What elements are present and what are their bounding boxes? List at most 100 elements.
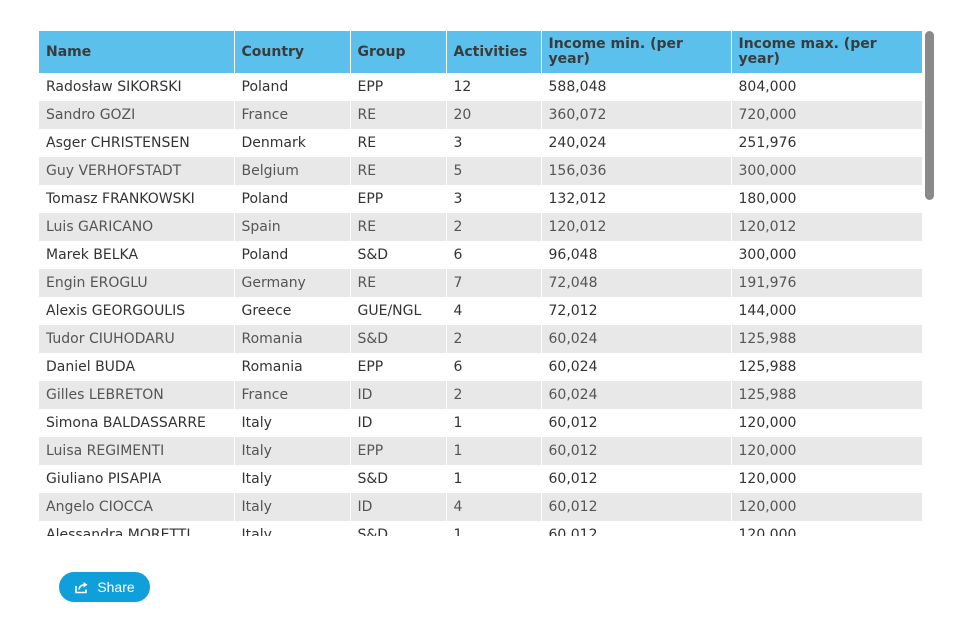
table-cell: GUE/NGL — [350, 297, 447, 325]
table-cell: 60,012 — [541, 493, 732, 521]
table-cell: RE — [350, 101, 447, 129]
table-cell: 60,012 — [541, 409, 732, 437]
table-cell: 6 — [446, 353, 542, 381]
table-header-row: Name Country Group Activities Income min… — [39, 31, 922, 73]
table-cell: 180,000 — [731, 185, 922, 213]
table-cell: Greece — [234, 297, 351, 325]
table-cell: 60,024 — [541, 325, 732, 353]
table-cell: 6 — [446, 241, 542, 269]
table-cell: 120,000 — [731, 409, 922, 437]
table-cell: S&D — [350, 241, 447, 269]
table-row: Asger CHRISTENSEN Denmark RE 3 240,024 251,97… — [39, 129, 922, 157]
column-header[interactable]: Country — [234, 31, 351, 73]
table-cell: 2 — [446, 213, 542, 241]
table-cell: 60,012 — [541, 437, 732, 465]
table-cell: RE — [350, 157, 447, 185]
table-cell: ID — [350, 381, 447, 409]
table-cell: 96,048 — [541, 241, 732, 269]
table-cell: Poland — [234, 241, 351, 269]
table-row: Engin EROGLU Germany RE 7 72,048 191,976 — [39, 269, 922, 297]
table-cell: Tudor CIUHODARU — [39, 325, 235, 353]
table-cell: 588,048 — [541, 73, 732, 101]
table-cell: 1 — [446, 437, 542, 465]
table-row: Tudor CIUHODARU Romania S&D 2 60,024 125,988 — [39, 325, 922, 353]
table-row: Alexis GEORGOULIS Greece GUE/NGL 4 72,012 144… — [39, 297, 922, 325]
table-cell: ID — [350, 409, 447, 437]
table-cell: 125,988 — [731, 381, 922, 409]
table-cell: Italy — [234, 409, 351, 437]
table-cell: 125,988 — [731, 353, 922, 381]
table-cell: Spain — [234, 213, 351, 241]
table-row: Simona BALDASSARRE Italy ID 1 60,012 120,000 — [39, 409, 922, 437]
table-cell: Romania — [234, 353, 351, 381]
table-cell: Radosław SIKORSKI — [39, 73, 235, 101]
data-table-container[interactable]: Name Country Group Activities Income min… — [39, 31, 922, 536]
column-header[interactable]: Activities — [446, 31, 542, 73]
table-cell: 2 — [446, 381, 542, 409]
table-row: Marek BELKA Poland S&D 6 96,048 300,000 — [39, 241, 922, 269]
table-cell: 132,012 — [541, 185, 732, 213]
table-cell: Italy — [234, 437, 351, 465]
table-cell: 125,988 — [731, 325, 922, 353]
column-header[interactable]: Group — [350, 31, 447, 73]
table-cell: Gilles LEBRETON — [39, 381, 235, 409]
table-cell: Poland — [234, 185, 351, 213]
column-header[interactable]: Income min. (per year) — [541, 31, 732, 73]
table-cell: 72,048 — [541, 269, 732, 297]
table-cell: 300,000 — [731, 241, 922, 269]
table-body: Radosław SIKORSKI Poland EPP 12 588,048 804,0… — [39, 73, 922, 536]
table-row: Luis GARICANO Spain RE 2 120,012 120,012 — [39, 213, 922, 241]
table-cell: 120,000 — [731, 437, 922, 465]
table-row: Giuliano PISAPIA Italy S&D 1 60,012 120,000 — [39, 465, 922, 493]
table-cell: S&D — [350, 521, 447, 536]
table-cell: Marek BELKA — [39, 241, 235, 269]
table-cell: 144,000 — [731, 297, 922, 325]
table-cell: 191,976 — [731, 269, 922, 297]
table-cell: 5 — [446, 157, 542, 185]
vertical-scrollbar[interactable] — [925, 31, 934, 200]
column-header[interactable]: Income max. (per year) — [731, 31, 922, 73]
table-cell: EPP — [350, 73, 447, 101]
table-cell: 120,012 — [541, 213, 732, 241]
table-cell: 120,000 — [731, 521, 922, 536]
table-cell: EPP — [350, 353, 447, 381]
table-cell: 2 — [446, 325, 542, 353]
data-table: Name Country Group Activities Income min… — [39, 31, 922, 536]
table-cell: RE — [350, 269, 447, 297]
share-button[interactable]: Share — [59, 572, 150, 602]
table-row: Sandro GOZI France RE 20 360,072 720,000 — [39, 101, 922, 129]
share-label: Share — [97, 579, 135, 595]
table-cell: Engin EROGLU — [39, 269, 235, 297]
table-cell: Romania — [234, 325, 351, 353]
table-cell: 1 — [446, 465, 542, 493]
table-row: Angelo CIOCCA Italy ID 4 60,012 120,000 — [39, 493, 922, 521]
table-row: Alessandra MORETTI Italy S&D 1 60,012 120,000 — [39, 521, 922, 536]
table-cell: 300,000 — [731, 157, 922, 185]
table-cell: Poland — [234, 73, 351, 101]
table-row: Radosław SIKORSKI Poland EPP 12 588,048 804,0… — [39, 73, 922, 101]
table-cell: Italy — [234, 521, 351, 536]
table-row: Tomasz FRANKOWSKI Poland EPP 3 132,012 180,00… — [39, 185, 922, 213]
column-header[interactable]: Name — [39, 31, 235, 73]
table-cell: France — [234, 101, 351, 129]
table-cell: 7 — [446, 269, 542, 297]
table-cell: Luisa REGIMENTI — [39, 437, 235, 465]
table-cell: 72,012 — [541, 297, 732, 325]
table-cell: Sandro GOZI — [39, 101, 235, 129]
table-cell: 1 — [446, 521, 542, 536]
table-cell: Germany — [234, 269, 351, 297]
table-cell: Italy — [234, 493, 351, 521]
table-cell: Daniel BUDA — [39, 353, 235, 381]
table-cell: S&D — [350, 325, 447, 353]
table-cell: Italy — [234, 465, 351, 493]
share-icon — [74, 581, 89, 594]
table-cell: Belgium — [234, 157, 351, 185]
table-row: Guy VERHOFSTADT Belgium RE 5 156,036 300,000 — [39, 157, 922, 185]
table-cell: 156,036 — [541, 157, 732, 185]
table-cell: 804,000 — [731, 73, 922, 101]
table-row: Gilles LEBRETON France ID 2 60,024 125,988 — [39, 381, 922, 409]
table-cell: France — [234, 381, 351, 409]
table-cell: 120,000 — [731, 493, 922, 521]
table-cell: S&D — [350, 465, 447, 493]
table-cell: 12 — [446, 73, 542, 101]
